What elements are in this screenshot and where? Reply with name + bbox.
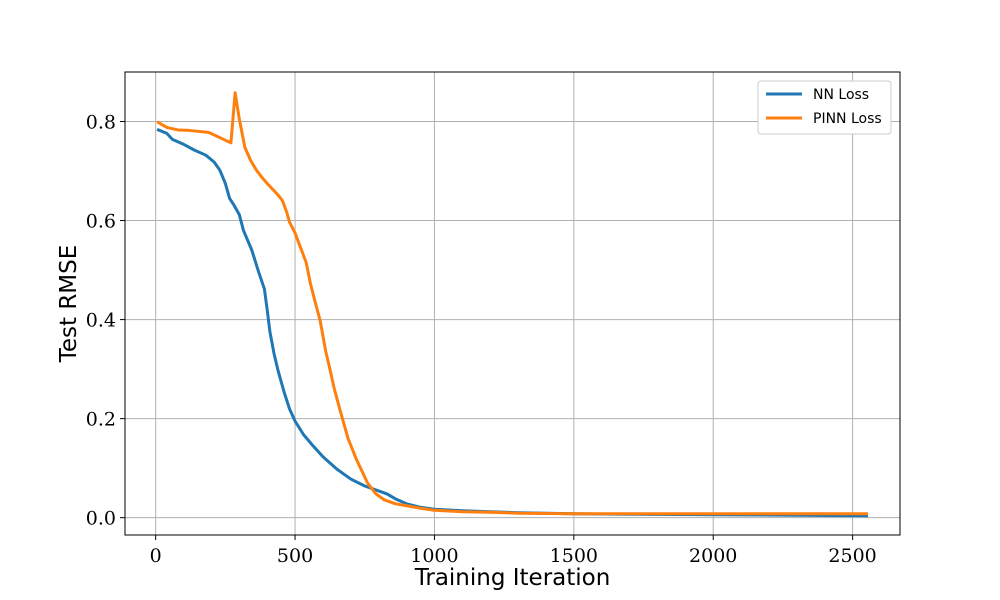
y-tick-label: 0.2 [86,409,116,431]
x-tick-label: 2500 [828,545,876,567]
plot-background [125,72,900,535]
y-tick-label: 0.8 [86,112,116,134]
series-line-pinn-loss [156,91,869,516]
axis-ticks: 0 500 1000 1500 2000 2500 0.0 0.2 0.4 0.6 0.8 [86,112,877,567]
x-tick-label: 1500 [550,545,598,567]
x-tick-label: 500 [277,545,313,567]
y-tick-label: 0.6 [86,211,116,233]
x-tick-label: 2000 [689,545,737,567]
legend-label-pinn-loss: PINN Loss [813,111,882,127]
series-layer [156,91,869,518]
x-tick-label: 1000 [410,545,458,567]
y-tick-label: 0.0 [86,508,116,530]
plot-frame [124,71,901,536]
x-tick-label: 0 [150,545,162,567]
y-axis-label: Test RMSE [56,245,82,364]
legend: NN Loss PINN Loss [757,80,892,135]
legend-label-nn-loss: NN Loss [813,87,869,103]
grid-lines [125,72,900,535]
x-axis-label: Training Iteration [414,565,611,591]
y-tick-label: 0.4 [86,310,116,332]
